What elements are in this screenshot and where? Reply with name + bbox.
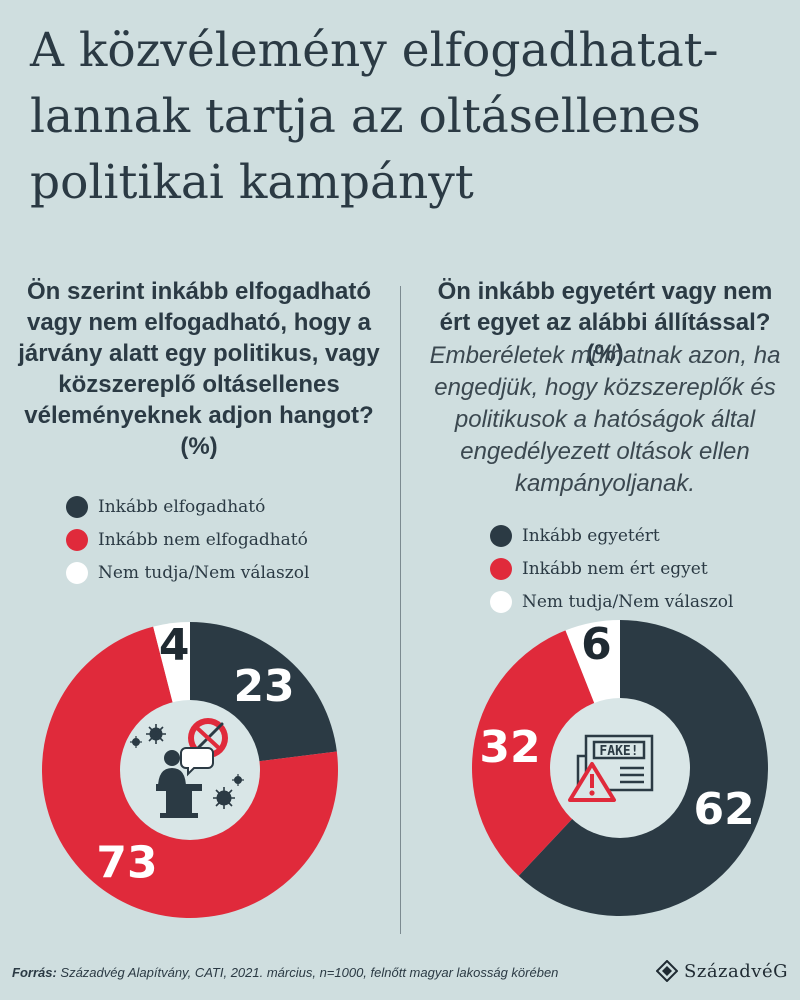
legend-swatch [490,557,512,580]
title-line-3: politikai kampányt [30,155,474,210]
legend-swatch [490,524,512,547]
right-legend-item-0: Inkább egyetért [490,519,733,552]
source-text: Századvég Alapítvány, CATI, 2021. márciu… [56,965,559,980]
legend-swatch [490,590,512,613]
legend-label: Inkább elfogadható [98,496,266,517]
left-question: Ön szerint inkább elfogadható vagy nem e… [18,278,380,460]
slice-label-1: 73 [96,838,157,889]
logo-text: SzázadvéG [684,960,788,982]
legend-label: Inkább nem elfogadható [98,529,308,550]
right-legend-item-1: Inkább nem ért egyet [490,552,733,585]
right-donut-chart: FAKE! 62 32 6 [471,619,768,916]
right-legend-item-2: Nem tudja/Nem válaszol [490,585,733,618]
legend-swatch [66,495,88,518]
legend-label: Nem tudja/Nem válaszol [98,562,310,583]
warning-icon [568,762,616,802]
legend-label: Nem tudja/Nem válaszol [522,591,734,612]
brand-logo: SzázadvéG [656,960,788,982]
slice-label-2: 6 [581,619,612,670]
right-question: Ön inkább egyetért vagy nem ért egyet az… [437,278,773,367]
legend-label: Inkább egyetért [522,525,660,546]
legend-swatch [66,528,88,551]
left-donut-chart: 23 73 4 [42,620,338,918]
title-line-2: lannak tartja az oltásellenes [30,89,701,144]
source-note: Forrás: Századvég Alapítvány, CATI, 2021… [12,965,558,980]
left-legend-item-2: Nem tudja/Nem válaszol [66,556,309,589]
left-legend-item-0: Inkább elfogadható [66,490,309,523]
diamond-logo-icon [656,960,678,982]
slice-label-0: 62 [694,784,755,835]
left-legend: Inkább elfogadható Inkább nem elfogadhat… [66,490,309,589]
right-statement: Emberéletek múlhatnak azon, ha engedjük,… [429,342,781,497]
title-line-1: A közvélemény elfogadhatat- [30,23,719,78]
source-label: Forrás: [12,965,57,980]
virus-icon [130,724,244,809]
right-legend: Inkább egyetért Inkább nem ért egyet Nem… [490,519,733,618]
slice-label-1: 32 [479,722,540,773]
speaker-podium-icon [156,747,214,818]
slice-label-0: 23 [233,661,294,712]
left-legend-item-1: Inkább nem elfogadható [66,523,309,556]
slice-1 [471,630,620,876]
slice-label-2: 4 [159,620,190,671]
legend-swatch [66,561,88,584]
svg-text:FAKE!: FAKE! [599,744,638,759]
legend-label: Inkább nem ért egyet [522,558,708,579]
column-divider [400,286,401,934]
page-title: A közvélemény elfogadhatat- lannak tartj… [30,18,790,216]
